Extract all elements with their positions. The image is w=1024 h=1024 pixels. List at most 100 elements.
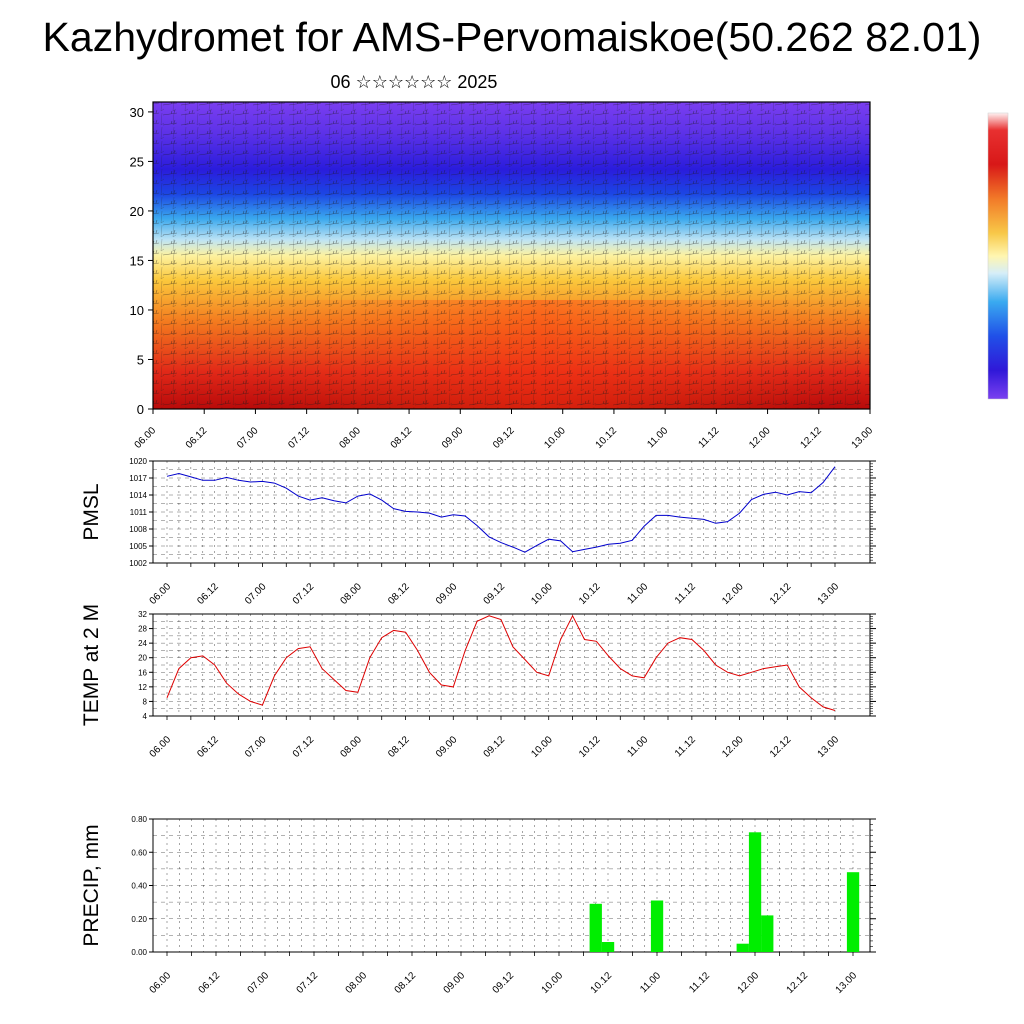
precip-panel: 0.00 0.20 0.40 0.60 0.80 06.00 06.12 07.00 07.12… (80, 815, 876, 996)
cross-section-panel: 0 5 10 15 20 25 30 06.00 06.12 07.00 07.12 08.00 08… (130, 101, 876, 451)
x-tick-label: 12.12 (768, 581, 794, 607)
temp-line (166, 614, 836, 711)
x-tick-label: 06.12 (184, 425, 210, 451)
x-tick-label: 10.12 (594, 425, 620, 451)
x-tick-label: 08.12 (386, 581, 412, 607)
x-tick-label: 06.00 (148, 970, 174, 996)
cross-section-y-axis: 0 5 10 15 20 25 30 (130, 105, 153, 417)
x-tick-label: 06.12 (197, 970, 223, 996)
y-tick-label: 0.00 (131, 948, 147, 957)
x-tick-label: 13.00 (816, 734, 842, 760)
x-tick-label: 09.00 (442, 970, 468, 996)
y-axis-label: PRECIP, mm (80, 824, 103, 946)
x-tick-label: 11.00 (625, 581, 650, 606)
x-tick-label: 07.00 (246, 970, 272, 996)
y-tick-label: 1005 (129, 542, 147, 551)
y-tick-label: 20 (138, 654, 147, 663)
wind-barbs-vertical (153, 102, 870, 409)
y-tick-label: 32 (138, 610, 147, 619)
chart-subtitle: 06 ☆☆☆☆☆☆ 2025 (330, 72, 498, 92)
precip-bar (846, 872, 860, 952)
x-tick-label: 09.12 (482, 581, 508, 607)
x-tick-label: 08.00 (338, 425, 364, 451)
x-tick-label: 09.00 (440, 425, 466, 451)
x-tick-label: 10.00 (529, 734, 555, 760)
precip-bar (650, 900, 664, 952)
y-tick-label: 16 (138, 668, 147, 677)
x-tick-label: 10.00 (542, 425, 568, 451)
y-tick-label: 1008 (129, 525, 147, 534)
x-tick-label: 11.12 (697, 425, 722, 450)
x-tick-label: 11.12 (673, 734, 698, 759)
y-tick-label: 1020 (129, 457, 147, 466)
y-tick-label: 4 (143, 712, 148, 721)
x-tick-label: 10.00 (540, 970, 566, 996)
y-tick-label: 0.60 (131, 848, 147, 857)
precip-bar (736, 943, 749, 952)
x-tick-label: 08.12 (393, 970, 419, 996)
y-tick-label: 28 (138, 625, 147, 634)
x-tick-label: 10.12 (577, 581, 603, 607)
x-tick-label: 06.00 (133, 425, 159, 451)
x-tick-label: 09.00 (434, 734, 460, 760)
y-tick-label: 8 (143, 697, 148, 706)
x-tick-label: 11.00 (625, 734, 650, 759)
y-tick-label: 1011 (130, 508, 148, 517)
y-tick-label: 1014 (129, 491, 147, 500)
y-axis-label: TEMP at 2 M (80, 604, 103, 726)
precip-bar (589, 903, 602, 952)
y-tick-label: 0 (137, 402, 144, 417)
x-tick-label: 08.00 (339, 581, 365, 607)
y-tick-label: 0.40 (131, 882, 147, 891)
y-tick-label: 0.20 (131, 915, 147, 924)
x-tick-label: 07.00 (243, 734, 269, 760)
chart-title: Kazhydromet for AMS-Pervomaiskoe(50.262 … (42, 14, 982, 60)
y-tick-label: 1017 (129, 474, 147, 483)
colorbar (987, 112, 1009, 400)
x-tick-label: 07.00 (235, 425, 261, 451)
x-tick-label: 11.12 (687, 970, 712, 995)
x-tick-label: 12.00 (720, 734, 746, 760)
x-tick-label: 13.00 (850, 425, 876, 451)
pmsl-panel: 1002 1005 1008 1011 1014 1017 1020 06.00 06.12 07… (80, 457, 876, 607)
x-tick-label: 06.00 (148, 734, 174, 760)
y-tick-label: 25 (130, 154, 144, 169)
x-tick-label: 12.00 (747, 425, 773, 451)
y-tick-label: 20 (130, 204, 144, 219)
x-tick-label: 09.12 (491, 970, 517, 996)
x-tick-label: 12.12 (798, 425, 824, 451)
x-tick-label: 06.00 (148, 581, 174, 607)
y-tick-label: 10 (130, 303, 144, 318)
x-tick-label: 07.12 (295, 970, 321, 996)
y-tick-label: 1002 (129, 559, 147, 568)
x-tick-label: 07.12 (286, 425, 312, 451)
x-tick-label: 09.00 (434, 581, 460, 607)
x-tick-label: 11.00 (645, 425, 670, 450)
x-tick-label: 07.12 (291, 734, 317, 760)
precip-bar (601, 942, 615, 952)
y-tick-label: 15 (130, 253, 144, 268)
y-tick-label: 24 (138, 639, 147, 648)
x-tick-label: 10.00 (529, 581, 555, 607)
x-tick-label: 13.00 (834, 970, 860, 996)
x-tick-label: 12.12 (785, 970, 811, 996)
x-tick-label: 11.00 (638, 970, 663, 995)
x-tick-label: 12.12 (768, 734, 794, 760)
y-tick-label: 30 (130, 105, 144, 120)
x-tick-label: 10.12 (577, 734, 603, 760)
y-axis-label: PMSL (80, 483, 103, 540)
x-tick-label: 07.00 (243, 581, 269, 607)
precip-bar (761, 915, 774, 952)
cross-section-x-axis: 06.00 06.12 07.00 07.12 08.00 08.12 09.00 09.12… (133, 409, 876, 451)
x-tick-label: 08.12 (389, 425, 415, 451)
x-tick-label: 10.12 (589, 970, 615, 996)
x-tick-label: 12.00 (736, 970, 762, 996)
precip-bar (748, 832, 762, 952)
y-tick-label: 0.80 (131, 815, 147, 824)
x-tick-label: 09.12 (491, 425, 517, 451)
x-tick-label: 06.12 (195, 581, 221, 607)
x-tick-label: 08.00 (344, 970, 370, 996)
x-tick-label: 06.12 (195, 734, 221, 760)
y-tick-label: 12 (138, 683, 147, 692)
